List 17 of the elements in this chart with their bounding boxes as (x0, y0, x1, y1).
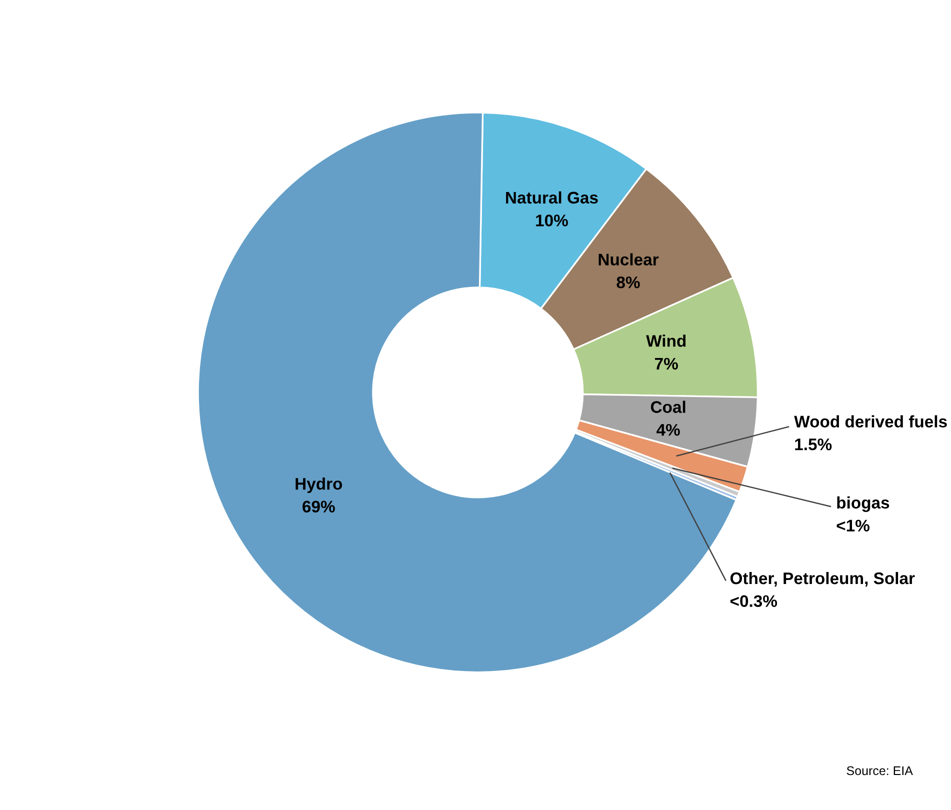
slice-label: Other, Petroleum, Solar (730, 572, 915, 587)
slice-label: Natural Gas (506, 191, 598, 204)
data-label: 10% (536, 214, 568, 226)
data-label: 7% (655, 358, 678, 370)
slice-label: biogas (837, 496, 890, 512)
data-label: 1.5% (795, 438, 832, 450)
data-label: <0.3% (730, 595, 778, 608)
slice-label: Wood derived fuels (794, 415, 947, 428)
slice-label: Wind (646, 334, 686, 347)
source-note: Source: EIA (846, 766, 913, 776)
slice-label: Nuclear (598, 253, 659, 266)
data-label: <1% (836, 520, 870, 532)
data-label: 4% (656, 424, 680, 436)
data-label: 69% (302, 500, 335, 513)
slice-label: Coal (650, 400, 686, 413)
data-label: 8% (616, 276, 640, 288)
slice-label: Hydro (296, 477, 342, 494)
